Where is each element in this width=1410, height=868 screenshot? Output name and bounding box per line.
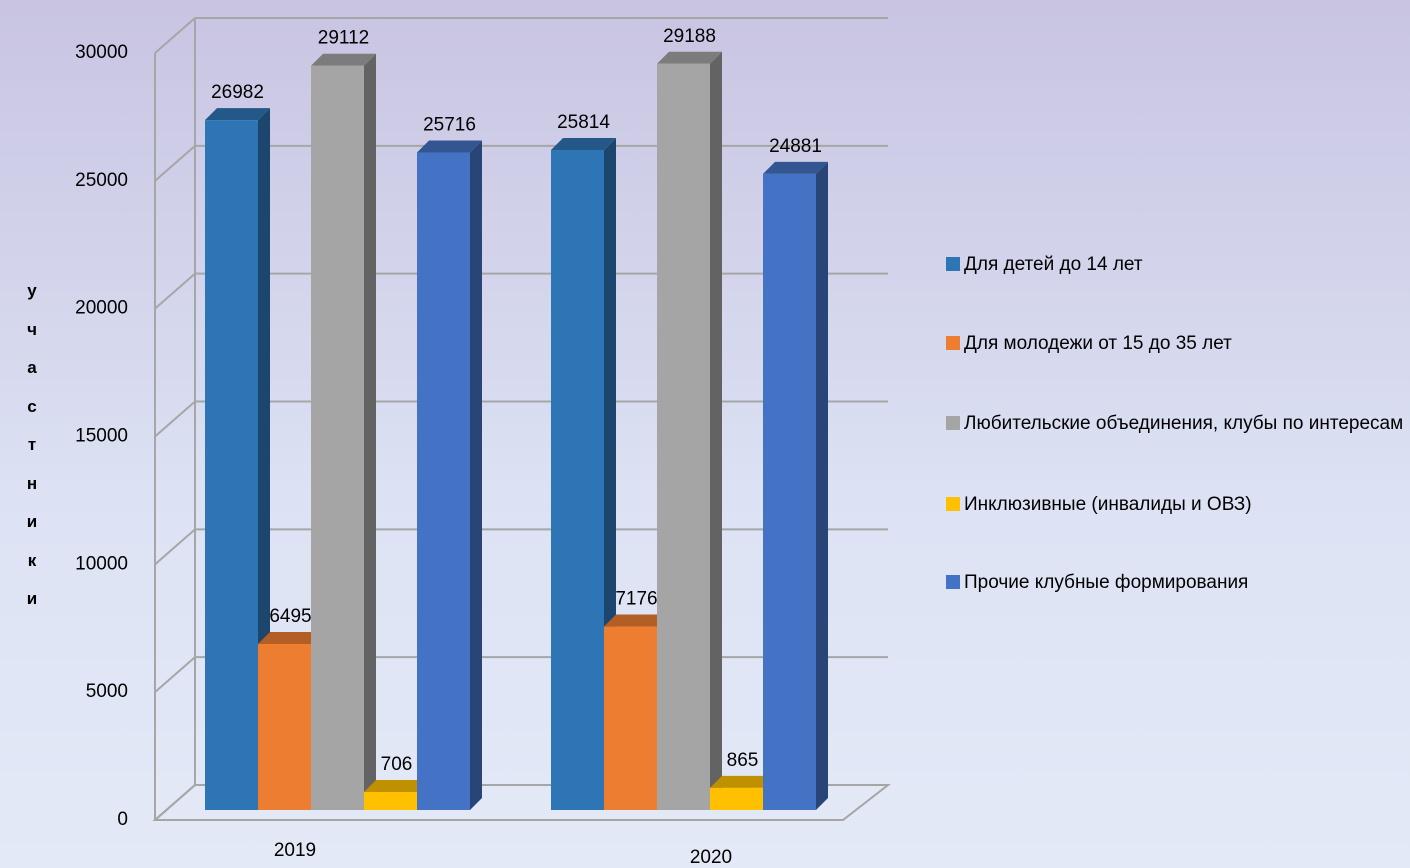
y-tick-label: 0	[117, 809, 128, 830]
legend-item: Для детей до 14 лет	[946, 252, 1143, 278]
value-label: 29112	[318, 28, 369, 49]
value-label: 25716	[423, 115, 476, 136]
y-tick-label: 30000	[75, 42, 128, 63]
bar-front	[258, 643, 311, 810]
grid-line-side	[154, 656, 196, 693]
bar	[205, 108, 270, 810]
bar-side	[710, 51, 722, 810]
bar	[311, 53, 376, 811]
legend-swatch	[946, 257, 960, 271]
bar-top	[604, 614, 669, 627]
value-label: 29188	[663, 26, 716, 47]
legend-swatch	[946, 497, 960, 511]
bar-side	[364, 53, 376, 811]
y-tick-label: 10000	[75, 553, 128, 574]
bar-top	[657, 51, 722, 64]
bar-front	[417, 152, 470, 811]
bar-front	[364, 791, 417, 810]
bar-front	[205, 120, 258, 810]
bar-front	[657, 63, 710, 810]
bar-top	[205, 108, 270, 121]
legend-item: Любительские объединения, клубы по интер…	[946, 411, 1403, 437]
grid-line-side	[154, 528, 196, 566]
legend-label: Для детей до 14 лет	[964, 254, 1143, 275]
value-label: 865	[727, 750, 759, 771]
value-label: 6495	[269, 606, 311, 627]
y-tick-label: 25000	[75, 170, 128, 191]
legend-item: Для молодежи от 15 до 35 лет	[946, 331, 1232, 357]
grid-line	[154, 144, 888, 182]
x-tick-label: 2019	[274, 840, 316, 861]
bar-top	[311, 53, 376, 66]
value-label: 25814	[557, 112, 610, 133]
y-tick-label: 20000	[75, 298, 128, 319]
legend-label: Прочие клубные формирования	[964, 572, 1249, 593]
grid-line	[154, 17, 888, 54]
value-label: 24881	[769, 136, 822, 157]
value-label: 7176	[615, 589, 657, 610]
x-tick-label: 2020	[690, 847, 732, 868]
legend-swatch	[946, 575, 960, 589]
value-label: 706	[381, 754, 413, 775]
bar-side	[258, 108, 270, 810]
bar-top	[417, 140, 482, 153]
bar	[417, 140, 482, 811]
legend-item: Инклюзивные (инвалиды и ОВЗ)	[946, 492, 1252, 518]
grid-line-side	[154, 400, 196, 438]
legend-label: Для молодежи от 15 до 35 лет	[964, 333, 1232, 354]
value-label: 26982	[211, 82, 264, 103]
bar-top	[364, 779, 429, 792]
y-axis-label: участники	[26, 281, 38, 608]
bar-front	[551, 150, 604, 810]
y-tick-label: 15000	[75, 426, 128, 447]
bar-top	[551, 138, 616, 151]
grid-line-side	[154, 272, 196, 310]
bar-side	[816, 161, 828, 811]
bar	[763, 161, 828, 811]
bar-front	[311, 65, 364, 811]
bar-front	[710, 787, 763, 810]
grid-line-side	[154, 784, 196, 821]
bar-top	[763, 161, 828, 174]
legend-label: Инклюзивные (инвалиды и ОВЗ)	[964, 494, 1252, 515]
grid-line-side	[154, 17, 196, 54]
legend-label: Любительские объединения, клубы по интер…	[964, 413, 1404, 434]
bar-side	[470, 140, 482, 811]
bar	[657, 51, 722, 810]
legend-swatch	[946, 336, 960, 350]
grid-line-side	[154, 145, 196, 182]
bar-front	[763, 173, 816, 811]
bar-top	[710, 775, 775, 788]
legend-swatch	[946, 416, 960, 430]
bar-front	[604, 626, 657, 810]
bar-top	[258, 631, 323, 644]
legend-item: Прочие клубные формирования	[946, 570, 1248, 596]
y-tick-label: 5000	[86, 681, 128, 702]
